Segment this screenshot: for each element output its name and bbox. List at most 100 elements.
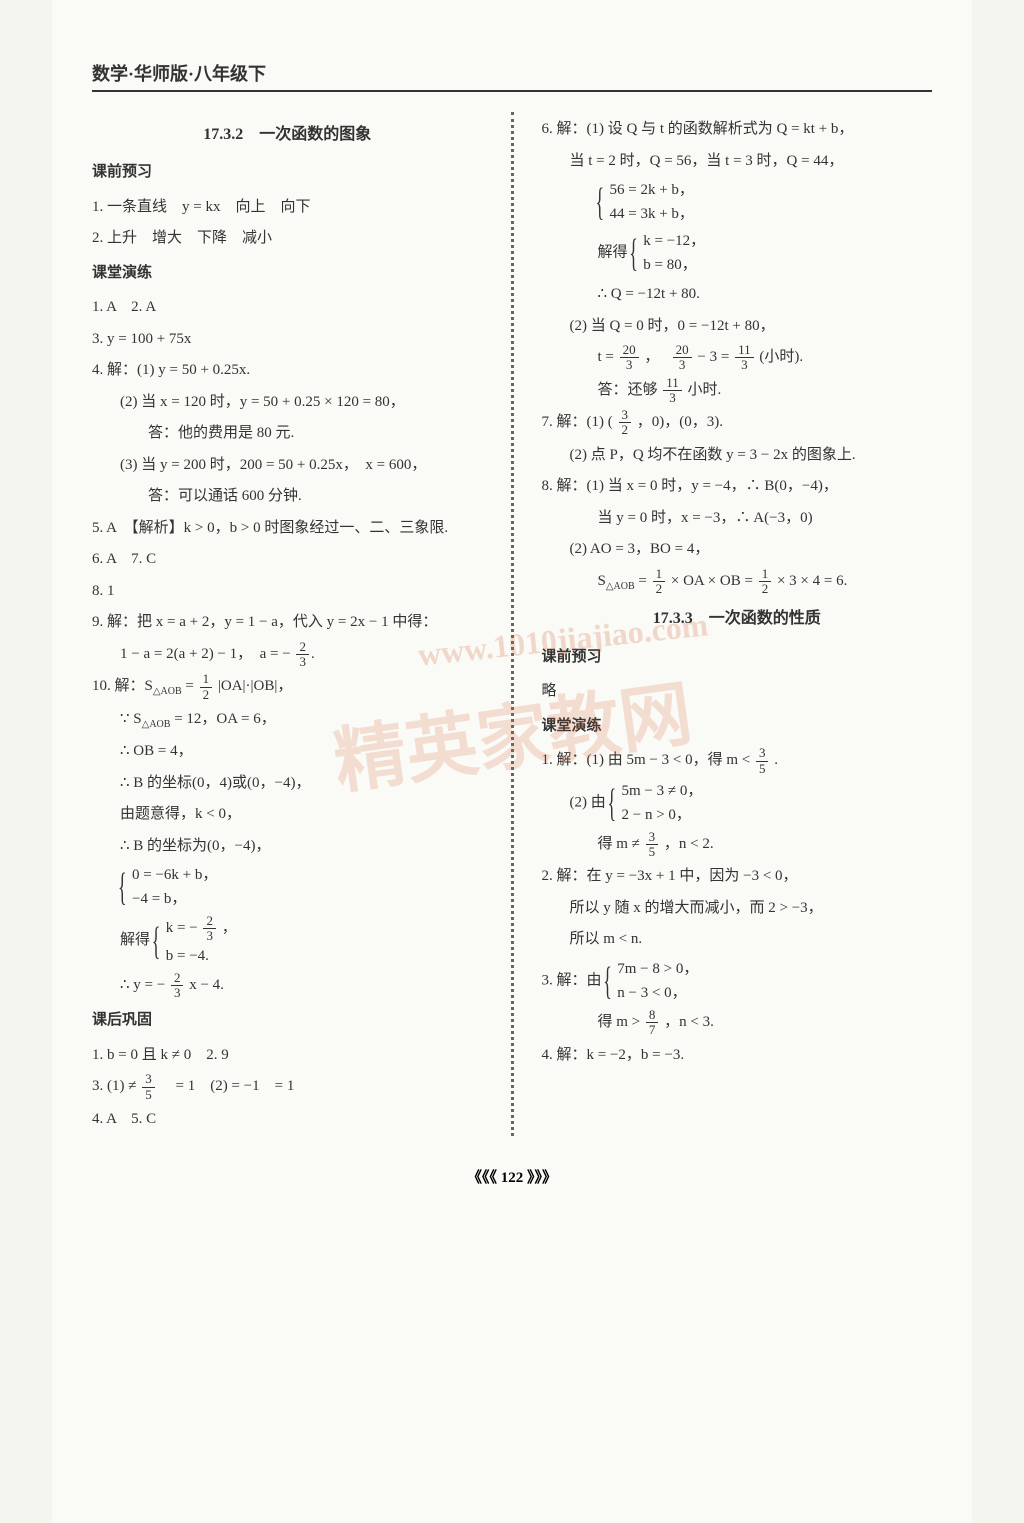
sys-row: k = − 23 ， — [166, 914, 237, 944]
text: ∵ S — [120, 711, 142, 727]
answer-line: (3) 当 y = 200 时，200 = 50 + 0.25x， x = 60… — [92, 451, 483, 480]
fraction: 113 — [735, 343, 754, 373]
fraction: 203 — [620, 343, 639, 373]
pre-item: 2. 上升 增大 下降 减小 — [92, 224, 483, 253]
brace-system: 7m − 8 > 0， n − 3 < 0， — [605, 957, 698, 1005]
sys-row: 2 − n > 0， — [622, 803, 703, 827]
column-divider — [511, 112, 514, 1136]
answer-line: ∴ OB = 4， — [92, 737, 483, 766]
answer-line: 4. 解：(1) y = 50 + 0.25x. — [92, 356, 483, 385]
page: 数学·华师版·八年级下 17.3.2 一次函数的图象 课前预习 1. 一条直线 … — [52, 0, 972, 1523]
text: × OA × OB = — [671, 573, 757, 589]
fraction: 32 — [619, 408, 632, 438]
text: = 1 (2) = −1 = 1 — [160, 1079, 294, 1095]
answer-line: (2) AO = 3，BO = 4， — [542, 535, 933, 564]
answer-line: 6. A 7. C — [92, 545, 483, 574]
fraction: 113 — [663, 376, 682, 406]
fraction: 203 — [673, 343, 692, 373]
system: 0 = −6k + b， −4 = b， — [92, 863, 483, 911]
text: = — [635, 573, 651, 589]
answer-line: 10. 解：S△AOB = 12 |OA|·|OB|， — [92, 672, 483, 702]
fraction: 35 — [142, 1072, 155, 1102]
answer-line: S△AOB = 12 × OA × OB = 12 × 3 × 4 = 6. — [542, 567, 933, 597]
answer-line: 得 m ≠ 35 ，n < 2. — [542, 830, 933, 860]
answer-line: 答：可以通话 600 分钟. — [92, 482, 483, 511]
text: ，0)，(0，3). — [637, 414, 723, 430]
sys-row: n − 3 < 0， — [617, 981, 698, 1005]
answer-line: ∴ y = − 23 x − 4. — [92, 971, 483, 1001]
answer-line: 答：还够 113 小时. — [542, 376, 933, 406]
text: 解得 — [120, 932, 150, 948]
fraction: 35 — [756, 746, 769, 776]
text: ，n < 3. — [664, 1014, 714, 1030]
text: k = − — [166, 920, 198, 936]
answer-line: 4. 解：k = −2，b = −3. — [542, 1041, 933, 1070]
fraction: 87 — [646, 1008, 659, 1038]
answer-line: 5. A 【解析】k > 0，b > 0 时图象经过一、二、三象限. — [92, 514, 483, 543]
sys-row: b = −4. — [166, 944, 237, 968]
sys-row: b = 80， — [643, 253, 705, 277]
sys-row: 0 = −6k + b， — [132, 863, 217, 887]
class-label: 课堂演练 — [542, 712, 933, 741]
text: 7. 解：(1) ( — [542, 414, 613, 430]
answer-line: 4. A 5. C — [92, 1105, 483, 1134]
text: − 3 = — [697, 349, 733, 365]
answer-line: 当 y = 0 时，x = −3，∴ A(−3，0) — [542, 504, 933, 533]
section-title-1733: 17.3.3 一次函数的性质 — [542, 604, 933, 634]
system: (2) 由 5m − 3 ≠ 0， 2 − n > 0， — [542, 779, 933, 827]
fraction: 12 — [759, 567, 772, 597]
text: |OA|·|OB|， — [218, 679, 293, 695]
text: 解得 — [598, 244, 628, 260]
answer-line: 由题意得，k < 0， — [92, 800, 483, 829]
prestudy-label: 课前预习 — [92, 158, 483, 187]
answer-line: 8. 解：(1) 当 x = 0 时，y = −4，∴ B(0，−4)， — [542, 472, 933, 501]
fraction: 12 — [200, 672, 213, 702]
brace-system: 5m − 3 ≠ 0， 2 − n > 0， — [610, 779, 703, 827]
sys-row: 5m − 3 ≠ 0， — [622, 779, 703, 803]
text: 10. 解：S — [92, 679, 153, 695]
answer-line: 6. 解：(1) 设 Q 与 t 的函数解析式为 Q = kt + b， — [542, 115, 933, 144]
answer-line: 略 — [542, 677, 933, 706]
text: 3. 解：由 — [542, 972, 602, 988]
answer-line: (2) 点 P，Q 均不在函数 y = 3 − 2x 的图象上. — [542, 441, 933, 470]
answer-line: 7. 解：(1) ( 32 ，0)，(0，3). — [542, 408, 933, 438]
pre-item: 1. 一条直线 y = kx 向上 向下 — [92, 193, 483, 222]
brace-system: 0 = −6k + b， −4 = b， — [120, 863, 217, 911]
fraction: 12 — [653, 567, 666, 597]
text: 得 m ≠ — [598, 836, 644, 852]
text: x − 4. — [189, 977, 224, 993]
section-title-1732: 17.3.2 一次函数的图象 — [92, 120, 483, 150]
class-label: 课堂演练 — [92, 259, 483, 288]
text: = — [182, 679, 198, 695]
answer-line: 3. y = 100 + 75x — [92, 325, 483, 354]
answer-line: 2. 解：在 y = −3x + 1 中，因为 −3 < 0， — [542, 862, 933, 891]
text: t = — [598, 349, 618, 365]
answer-line: (2) 当 Q = 0 时，0 = −12t + 80， — [542, 312, 933, 341]
text: 小时. — [688, 382, 722, 398]
text: ∴ y = − — [120, 977, 165, 993]
fraction: 23 — [296, 640, 309, 670]
answer-line: 1. b = 0 且 k ≠ 0 2. 9 — [92, 1041, 483, 1070]
content-columns: 17.3.2 一次函数的图象 课前预习 1. 一条直线 y = kx 向上 向下… — [92, 112, 932, 1136]
system: 解得 k = − 23 ， b = −4. — [92, 914, 483, 968]
fraction: 23 — [203, 914, 216, 944]
answer-line: 答：他的费用是 80 元. — [92, 419, 483, 448]
answer-line: ∴ B 的坐标为(0，−4)， — [92, 832, 483, 861]
brace-system: k = −12， b = 80， — [631, 229, 705, 277]
text: . — [774, 753, 778, 769]
text: (2) 由 — [570, 794, 606, 810]
text: 1. 解：(1) 由 5m − 3 < 0，得 m < — [542, 753, 754, 769]
sys-row: −4 = b， — [132, 887, 217, 911]
text: 3. (1) ≠ — [92, 1079, 140, 1095]
system: 56 = 2k + b， 44 = 3k + b， — [542, 178, 933, 226]
answer-line: t = 203 ， 203 − 3 = 113 (小时). — [542, 343, 933, 373]
subscript: △AOB — [142, 719, 171, 730]
answer-line: ∵ S△AOB = 12，OA = 6， — [92, 705, 483, 734]
fraction: 35 — [646, 830, 659, 860]
subscript: △AOB — [153, 687, 182, 698]
answer-line: 所以 y 随 x 的增大而减小，而 2 > −3， — [542, 894, 933, 923]
answer-line: 1. 解：(1) 由 5m − 3 < 0，得 m < 35 . — [542, 746, 933, 776]
system: 3. 解：由 7m − 8 > 0， n − 3 < 0， — [542, 957, 933, 1005]
page-header: 数学·华师版·八年级下 — [92, 60, 932, 92]
text: ， — [644, 349, 667, 365]
